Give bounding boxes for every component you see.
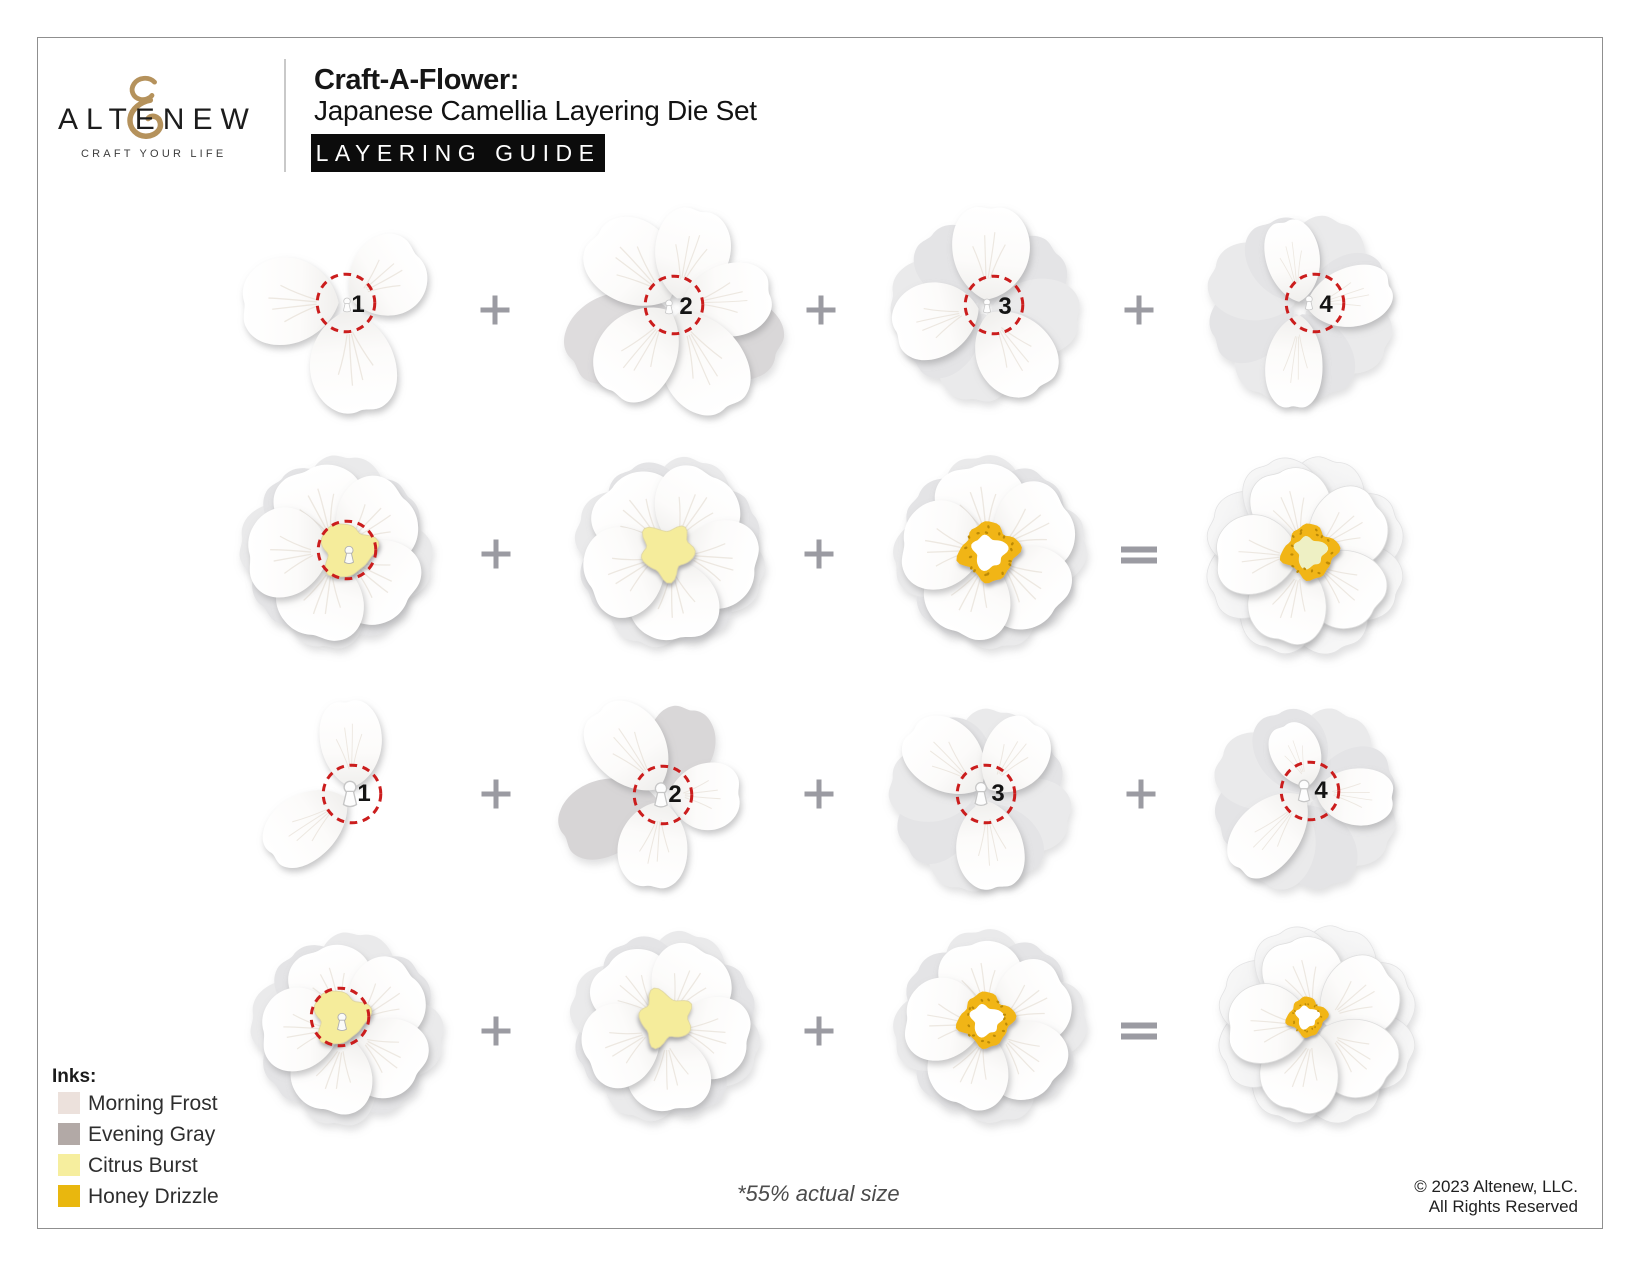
svg-text:4: 4: [1314, 777, 1328, 804]
svg-text:3: 3: [998, 293, 1011, 320]
svg-text:4: 4: [1319, 291, 1333, 318]
svg-text:1: 1: [357, 780, 370, 807]
svg-text:2: 2: [668, 781, 681, 808]
svg-text:2: 2: [679, 293, 692, 320]
svg-text:1: 1: [351, 291, 364, 318]
svg-text:3: 3: [991, 780, 1004, 807]
